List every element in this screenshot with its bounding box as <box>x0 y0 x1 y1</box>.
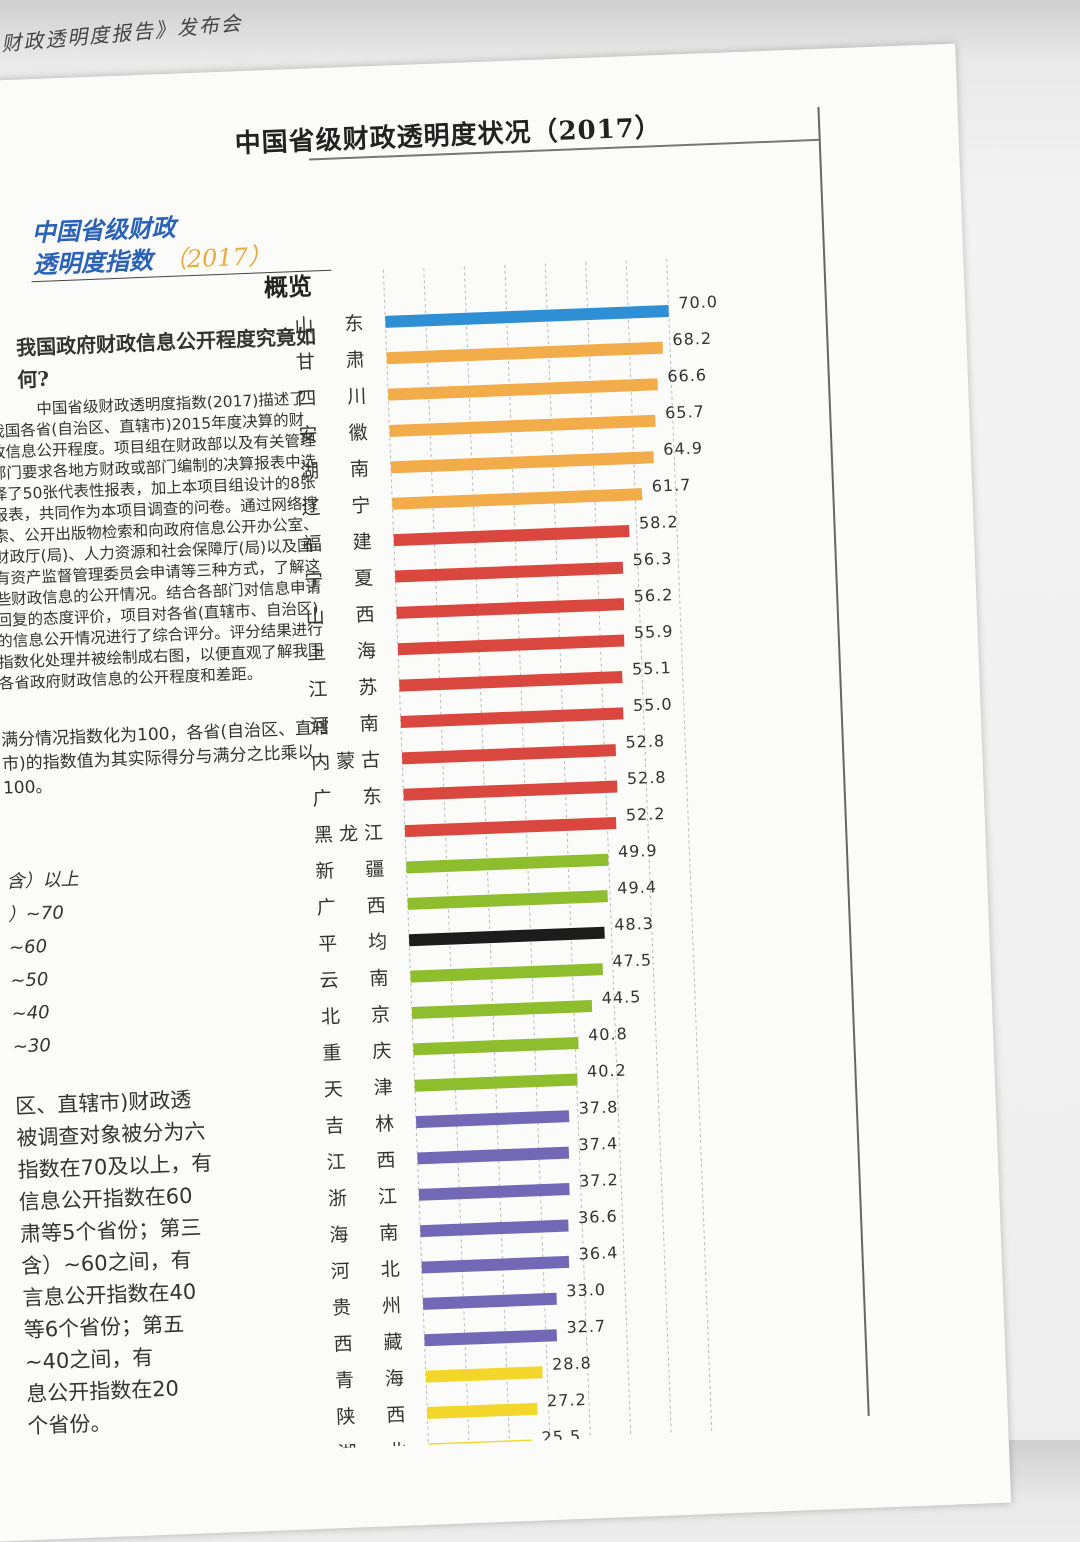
bar <box>385 304 669 328</box>
bar <box>408 926 605 947</box>
category-label: 海 南 <box>329 1222 405 1247</box>
bar <box>404 816 617 838</box>
book-page: 中国省级财政透明度状况（2017） 中国省级财政 透明度指数 （2017） 概览 … <box>0 106 870 1461</box>
bar <box>422 1292 557 1310</box>
category-label: 贵 州 <box>332 1295 408 1320</box>
category-label: 辽 宁 <box>301 494 377 519</box>
category-label: 甘 肃 <box>295 349 371 374</box>
category-label: 青 海 <box>335 1367 411 1392</box>
category-label: 湖 南 <box>300 458 376 483</box>
value-label: 65.7 <box>665 402 705 423</box>
category-label: 浙 江 <box>328 1185 404 1210</box>
value-label: 68.2 <box>672 329 712 350</box>
value-label: 32.7 <box>566 1316 606 1337</box>
value-label: 33.0 <box>566 1280 606 1301</box>
value-label: 56.3 <box>632 549 672 570</box>
category-label: 黑龙江 <box>314 822 390 847</box>
category-label: 西 藏 <box>333 1331 409 1356</box>
value-label: 66.6 <box>667 365 707 386</box>
category-label: 广 西 <box>316 894 392 919</box>
value-label: 52.8 <box>625 731 665 752</box>
bar <box>417 1146 570 1165</box>
category-label: 河 南 <box>309 713 385 738</box>
value-label: 27.2 <box>547 1390 587 1411</box>
category-label: 新 疆 <box>315 858 391 883</box>
bar <box>392 488 643 510</box>
value-label: 28.8 <box>552 1353 592 1374</box>
category-label: 云 南 <box>319 967 395 992</box>
bar <box>403 780 618 801</box>
value-label: 70.0 <box>678 292 718 313</box>
bar <box>386 341 664 365</box>
bar <box>397 634 625 656</box>
category-label: 北 京 <box>321 1004 397 1029</box>
bar <box>387 378 658 401</box>
category-label: 天 津 <box>323 1076 399 1101</box>
category-label: 平 均 <box>318 931 394 956</box>
value-label: 56.2 <box>633 585 673 606</box>
value-label: 44.5 <box>601 987 641 1008</box>
value-label: 37.2 <box>579 1170 619 1191</box>
bar <box>394 561 624 583</box>
bar <box>400 707 624 728</box>
gridline <box>666 258 714 1457</box>
value-label: 55.0 <box>633 695 673 716</box>
category-label: 安 徽 <box>298 422 374 447</box>
value-label: 49.4 <box>617 877 657 898</box>
category-label: 陕 西 <box>336 1404 412 1429</box>
transparency-bar-chart: 020山 东70.0甘 肃68.2四 川66.6安 徽65.7湖 南64.9辽 … <box>294 258 718 1461</box>
category-label: 四 川 <box>297 385 373 410</box>
category-label: 福 建 <box>302 531 378 556</box>
category-label: 吉 林 <box>325 1113 401 1138</box>
value-label: 52.8 <box>627 768 667 789</box>
category-label: 广 东 <box>312 785 388 810</box>
value-label: 37.4 <box>578 1134 618 1155</box>
bar <box>414 1073 578 1092</box>
category-label: 河 北 <box>330 1258 406 1283</box>
bar <box>421 1255 570 1274</box>
bar <box>424 1329 558 1347</box>
value-label: 61.7 <box>651 475 691 496</box>
value-label: 58.2 <box>639 512 679 533</box>
value-label: 40.8 <box>588 1024 628 1045</box>
bar <box>399 671 623 692</box>
value-label: 48.3 <box>614 914 654 935</box>
bar <box>425 1366 543 1383</box>
bar <box>410 963 603 983</box>
value-label: 64.9 <box>663 438 703 459</box>
category-label: 江 苏 <box>308 676 384 701</box>
value-label: 40.2 <box>587 1061 627 1082</box>
bar <box>415 1110 570 1129</box>
bar <box>407 890 608 910</box>
value-label: 47.5 <box>612 950 652 971</box>
bar <box>390 451 654 474</box>
value-label: 36.4 <box>578 1243 618 1264</box>
bar <box>401 744 617 765</box>
value-label: 52.2 <box>626 804 666 825</box>
value-label: 49.9 <box>618 841 658 862</box>
category-label: 宁 夏 <box>304 567 380 592</box>
bar <box>406 853 609 874</box>
value-label: 55.1 <box>632 658 672 679</box>
bar <box>411 1000 593 1019</box>
category-label: 山 西 <box>305 603 381 628</box>
bar <box>420 1219 569 1238</box>
value-label: 55.9 <box>634 622 674 643</box>
category-label: 重 庆 <box>322 1040 398 1065</box>
bar <box>393 525 630 547</box>
bar <box>389 414 656 437</box>
category-label: 山 东 <box>294 312 370 337</box>
category-label: 内蒙古 <box>311 749 387 774</box>
category-label: 江 西 <box>326 1149 402 1174</box>
bar <box>396 598 625 619</box>
value-label: 37.8 <box>578 1097 618 1118</box>
bar <box>413 1036 579 1056</box>
value-label: 36.6 <box>578 1207 618 1228</box>
category-label: 上 海 <box>307 640 383 665</box>
bar <box>418 1183 570 1201</box>
bar <box>427 1402 538 1420</box>
